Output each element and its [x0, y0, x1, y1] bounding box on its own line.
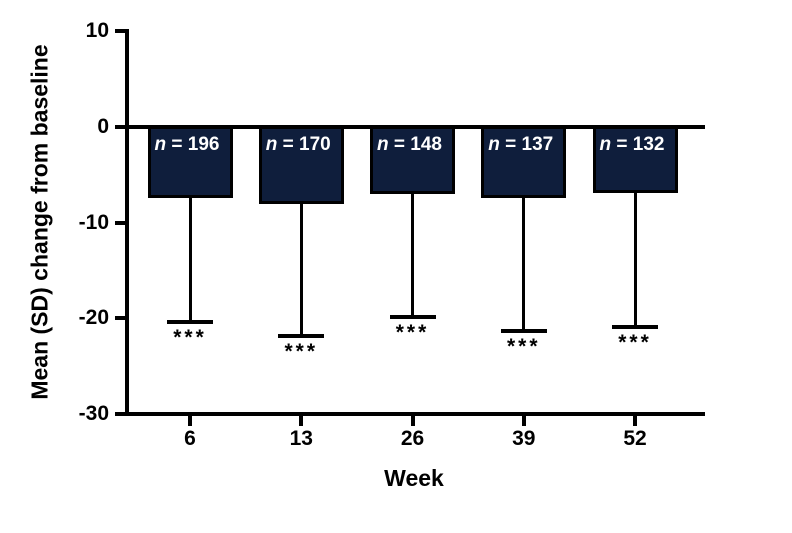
significance-stars: ***: [618, 330, 652, 354]
error-bar-cap: [389, 315, 436, 320]
y-tick-mark: [115, 316, 125, 321]
significance-stars: ***: [173, 326, 207, 350]
x-tick-mark: [521, 416, 526, 426]
bar-n-label: n = 196: [154, 134, 220, 155]
bar-n-label: n = 137: [488, 134, 554, 155]
x-tick-mark: [188, 416, 192, 426]
zero-baseline: [125, 125, 705, 129]
bar-n-label: n = 132: [599, 134, 665, 155]
x-tick-label: 26: [400, 427, 425, 450]
x-tick-mark: [299, 416, 304, 426]
error-bar-line: [522, 197, 526, 331]
y-tick-mark: [115, 29, 125, 34]
x-tick-mark: [410, 416, 415, 426]
x-tick-label: 39: [512, 427, 536, 450]
bar-week-39: n = 137: [481, 126, 567, 198]
bar-week-52: n = 132: [592, 126, 678, 194]
x-tick-mark: [633, 416, 637, 426]
y-tick-label: -20: [78, 306, 109, 330]
error-bar-cap: [278, 333, 325, 338]
y-axis-line: [125, 29, 129, 416]
y-tick-mark: [115, 125, 125, 129]
x-tick-label: 13: [289, 427, 313, 450]
bar-week-26: n = 148: [370, 126, 455, 194]
y-tick-label: 0: [97, 115, 109, 138]
x-axis-label: Week: [384, 465, 444, 491]
significance-stars: ***: [284, 339, 319, 363]
y-tick-label: -30: [78, 402, 109, 426]
error-bar-cap: [167, 320, 213, 325]
significance-stars: ***: [506, 334, 541, 358]
x-axis-line: [125, 412, 705, 416]
bar-week-13: n = 170: [258, 126, 344, 204]
y-tick-label: -10: [78, 210, 109, 234]
x-tick-label: 6: [184, 427, 196, 450]
error-bar-line: [411, 193, 414, 318]
error-bar-line: [299, 203, 303, 336]
bar-n-label: n = 148: [377, 134, 442, 155]
bar-n-label: n = 170: [265, 134, 331, 155]
error-bar-cap: [500, 328, 547, 333]
error-bar-line: [633, 193, 637, 327]
y-tick-label: 10: [85, 19, 109, 43]
significance-stars: ***: [395, 321, 430, 345]
error-bar-line: [188, 197, 192, 323]
x-tick-label: 52: [623, 427, 647, 450]
y-tick-mark: [115, 412, 125, 417]
y-tick-mark: [115, 220, 125, 225]
bar-week-6: n = 196: [147, 126, 233, 198]
error-bar-cap: [612, 324, 658, 329]
